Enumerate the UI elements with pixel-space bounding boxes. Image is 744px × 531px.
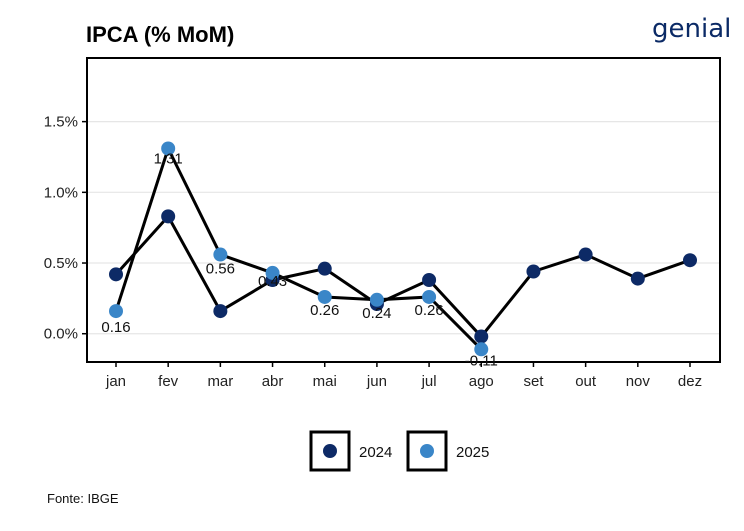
legend-key-dot-2024 — [323, 444, 337, 458]
x-tick-label-abr: abr — [262, 373, 284, 390]
x-tick-label-mai: mai — [313, 373, 337, 390]
series-points — [109, 141, 697, 357]
point-2024-mai — [317, 261, 332, 276]
x-tick-label-dez: dez — [678, 373, 702, 390]
point-2025-jun — [369, 292, 384, 307]
point-2025-ago — [474, 342, 489, 357]
x-tick-label-jun: jun — [366, 373, 387, 390]
x-tick-label-fev: fev — [158, 373, 179, 390]
source-note: Fonte: IBGE — [47, 491, 119, 506]
y-tick-label-1: 0.5% — [44, 255, 78, 272]
plot-frame — [86, 57, 721, 363]
point-2024-jan — [109, 267, 123, 282]
y-tick-label-3: 1.5% — [44, 114, 78, 131]
point-2024-nov — [630, 271, 645, 286]
legend: 2024 2025 — [309, 430, 489, 472]
data-label-2025-mai: 0.26 — [310, 302, 339, 319]
data-label-2025-abr: 0.43 — [258, 273, 287, 290]
point-2024-ago — [474, 329, 489, 344]
x-axis: jan fev mar abr mai jun jul ago set out nov dez — [105, 362, 702, 390]
point-2025-jul — [422, 289, 437, 304]
x-tick-label-out: out — [575, 373, 597, 390]
chart-title: IPCA (% MoM) — [86, 22, 234, 47]
x-tick-label-ago: ago — [469, 373, 494, 390]
point-2024-out — [578, 247, 593, 262]
data-label-2025-ago: -0.11 — [465, 352, 498, 369]
point-2024-set — [526, 264, 541, 279]
x-tick-label-jan: jan — [105, 373, 126, 390]
data-label-2025-jun: 0.24 — [362, 305, 391, 322]
point-2025-jan — [109, 304, 123, 319]
point-2024-mar — [213, 304, 228, 319]
x-tick-label-nov: nov — [626, 373, 651, 390]
series-line-2025 — [114, 146, 483, 351]
legend-key-dot-2025 — [420, 444, 434, 458]
x-tick-label-mar: mar — [207, 373, 233, 390]
series-lines — [114, 146, 691, 351]
legend-key-box-2024 — [309, 430, 351, 472]
x-tick-label-jul: jul — [421, 373, 437, 390]
point-2025-mar — [213, 247, 228, 262]
point-2024-jul — [422, 272, 437, 287]
point-2025-mai — [317, 289, 332, 304]
point-2025-abr — [265, 265, 280, 280]
genial-logo: genial — [652, 14, 731, 44]
x-tick-label-set: set — [523, 373, 544, 390]
series-line-2024 — [114, 214, 691, 339]
point-2025-fev — [161, 141, 176, 156]
y-tick-label-2: 1.0% — [44, 184, 78, 201]
legend-label-2025: 2025 — [456, 444, 489, 461]
legend-key-box-2025 — [406, 430, 448, 472]
data-label-2025-jan: 0.16 — [101, 319, 130, 336]
legend-label-2024: 2024 — [359, 444, 392, 461]
y-tick-label-0: 0.0% — [44, 326, 78, 343]
data-label-2025-jul: 0.26 — [414, 302, 443, 319]
data-labels: 0.16 1.31 0.56 0.43 0.26 0.24 0.26 -0.11 — [101, 150, 497, 369]
data-label-2025-mar: 0.56 — [206, 261, 235, 278]
point-2024-dez — [683, 253, 697, 268]
data-label-2025-fev: 1.31 — [154, 150, 183, 167]
point-2024-fev — [161, 209, 176, 224]
y-axis: 0.0% 0.5% 1.0% 1.5% — [44, 114, 87, 343]
